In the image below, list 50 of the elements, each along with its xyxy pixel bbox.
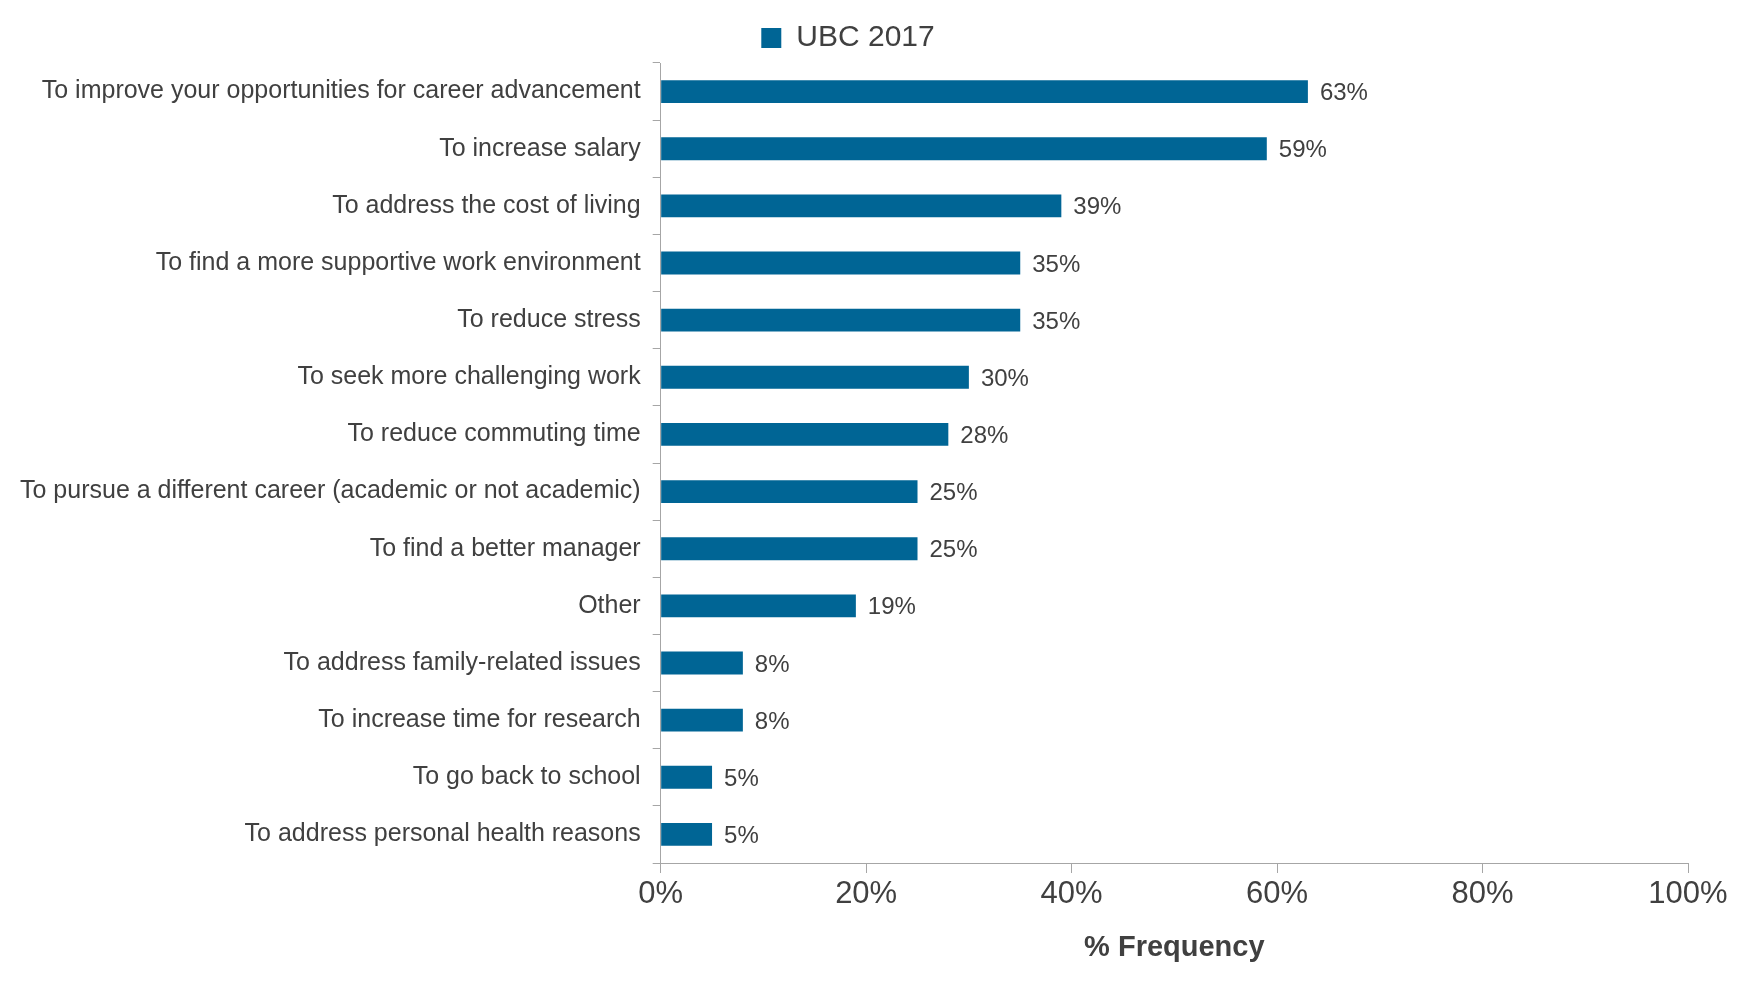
x-tick-label: 100%: [1648, 875, 1728, 911]
legend-label: UBC 2017: [796, 19, 935, 53]
data-label: 8%: [754, 649, 790, 677]
x-axis-title: % Frequency: [1084, 929, 1265, 962]
bar: [661, 251, 1021, 275]
data-label: 30%: [980, 363, 1029, 391]
data-label: 19%: [867, 592, 916, 620]
bar: [661, 308, 1021, 332]
bar: [661, 823, 713, 846]
data-label: 35%: [1032, 249, 1081, 277]
data-label: 63%: [1319, 78, 1368, 106]
y-tick-label: To improve your opportunities for career advancement: [41, 75, 641, 104]
x-tick-label: 80%: [1451, 875, 1514, 911]
bar: [661, 423, 949, 446]
y-tick-label: To find a more supportive work environment: [155, 246, 641, 275]
data-label: 25%: [929, 478, 978, 506]
y-tick-label: To find a better manager: [369, 532, 641, 561]
y-tick-label: Other: [578, 589, 641, 618]
bar: [661, 480, 918, 503]
data-label: 5%: [724, 821, 759, 849]
bar: [661, 594, 856, 618]
y-tick-label: To address family-related issues: [283, 646, 641, 675]
y-tick-label: To increase salary: [439, 132, 642, 161]
bar: [661, 765, 713, 789]
y-tick-label: To seek more challenging work: [297, 361, 642, 390]
x-tick-label: 0%: [638, 875, 684, 911]
y-tick-label: To pursue a different career (academic or not academic): [19, 475, 641, 504]
data-label: 59%: [1278, 135, 1327, 163]
data-label: 35%: [1032, 306, 1081, 334]
y-tick-label: To address personal health reasons: [244, 818, 641, 847]
bar: [661, 651, 743, 675]
y-tick-label: To reduce commuting time: [347, 418, 641, 447]
bar: [661, 365, 969, 389]
bar: [661, 80, 1308, 103]
data-label: 28%: [960, 421, 1009, 449]
bar: [661, 137, 1267, 161]
bar: [661, 708, 743, 732]
x-tick-label: 20%: [835, 875, 898, 911]
x-tick-label: 60%: [1246, 875, 1309, 911]
data-label: 8%: [754, 706, 790, 734]
data-label: 25%: [929, 535, 978, 563]
x-tick-label: 40%: [1040, 875, 1103, 911]
y-tick-label: To increase time for research: [318, 704, 641, 733]
data-label: 5%: [724, 763, 759, 791]
data-label: 39%: [1073, 192, 1122, 220]
bar: [661, 537, 918, 561]
y-tick-label: To address the cost of living: [332, 189, 641, 218]
y-tick-label: To go back to school: [412, 761, 641, 790]
bar: [661, 194, 1062, 218]
y-tick-label: To reduce stress: [457, 304, 641, 333]
